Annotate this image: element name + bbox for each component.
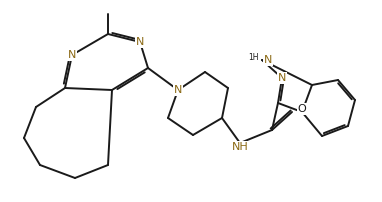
Text: NH: NH bbox=[231, 142, 248, 152]
Text: N: N bbox=[136, 37, 144, 47]
Text: 1H: 1H bbox=[249, 53, 259, 61]
Text: O: O bbox=[298, 104, 306, 114]
Text: N: N bbox=[174, 85, 182, 95]
Text: N: N bbox=[264, 55, 272, 65]
Text: N: N bbox=[278, 73, 286, 83]
Text: N: N bbox=[68, 50, 76, 60]
